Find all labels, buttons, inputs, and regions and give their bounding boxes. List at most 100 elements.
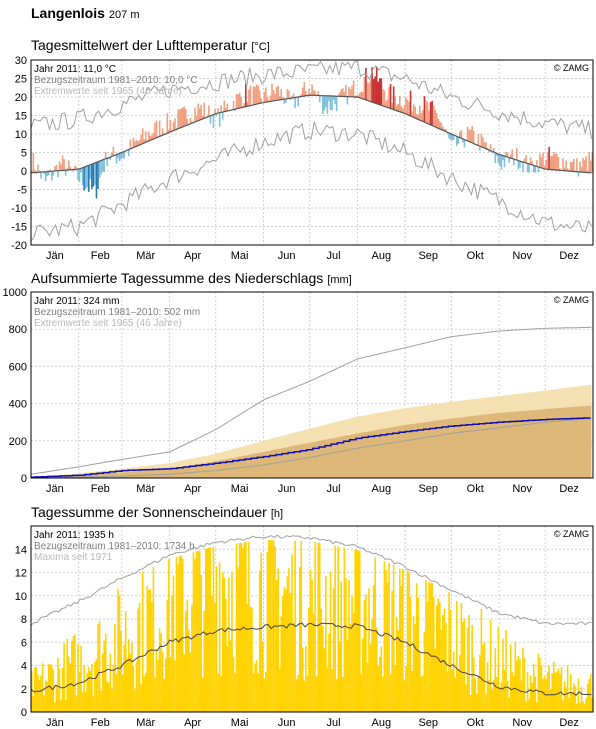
temperature-day-bar (69, 166, 72, 170)
sunshine-legend-item: Maxima seit 1971 (34, 552, 113, 563)
sunshine-month-label: Apr (184, 717, 201, 729)
sunshine-day-bar (291, 554, 293, 712)
sunshine-day-bar (241, 547, 244, 712)
sunshine-day-bar (274, 546, 276, 712)
sunshine-day-bar (489, 619, 492, 712)
temperature-day-bar (565, 160, 567, 171)
sunshine-day-bar (335, 679, 338, 712)
sunshine-day-bar (402, 568, 404, 712)
sunshine-day-bar (408, 571, 410, 712)
sunshine-day-bar (520, 680, 523, 712)
sunshine-day-bar (200, 575, 202, 712)
sunshine-day-bar (500, 682, 503, 712)
sunshine-day-bar (397, 630, 400, 712)
sunshine-day-bar (374, 557, 376, 712)
temperature-day-bar (285, 99, 287, 103)
sunshine-day-bar (480, 608, 483, 712)
temperature-day-bar (414, 106, 416, 118)
sunshine-day-bar (212, 546, 215, 712)
sunshine-day-bar (556, 671, 558, 712)
sunshine-day-bar (317, 542, 319, 712)
temperature-day-bar (212, 114, 215, 129)
temperature-day-bar (254, 87, 256, 105)
sunshine-month-label: Feb (91, 717, 110, 729)
temperature-day-bar (432, 105, 435, 126)
precipitation-copyright: © ZAMG (554, 295, 589, 305)
temperature-day-bar (148, 131, 150, 142)
temperature-ytick-label: 0 (21, 166, 27, 178)
temperature-day-bar (568, 169, 570, 171)
sunshine-day-bar (174, 660, 176, 712)
sunshine-day-bar (121, 674, 124, 712)
temperature-day-bar (54, 166, 56, 172)
temperature-day-bar (197, 103, 199, 122)
sunshine-day-bar (95, 659, 98, 712)
temperature-day-bar (512, 158, 515, 166)
sunshine-day-bar (325, 575, 327, 712)
sunshine-day-bar (540, 665, 543, 712)
station-name: Langenlois (31, 5, 105, 21)
temperature-day-bar (140, 134, 142, 145)
sunshine-day-bar (94, 661, 96, 712)
sunshine-day-bar (277, 568, 279, 712)
sunshine-maxima-line (30, 534, 592, 626)
sunshine-day-bar (137, 608, 139, 712)
temperature-day-bar (322, 95, 324, 115)
temperature-day-bar (355, 95, 358, 97)
temperature-day-bar (178, 109, 181, 129)
precipitation-month-label: Apr (184, 483, 201, 495)
sunshine-day-bar (462, 621, 464, 712)
temperature-day-bar (591, 152, 594, 173)
temperature-day-bar (189, 118, 192, 125)
temperature-day-bar (406, 99, 409, 115)
temperature-day-bar (335, 96, 338, 112)
temperature-month-label: Jun (278, 250, 296, 262)
sunshine-day-bar (588, 678, 590, 712)
temperature-chart: -20 -15 -10 -5 0 5 10 15 20 25 30 Jän Feb Mär Apr Mai Ju… (11, 55, 594, 262)
sunshine-day-bar (208, 547, 210, 712)
temperature-day-bar (497, 153, 500, 164)
sunshine-day-bar (69, 663, 72, 712)
temperature-day-bar (112, 146, 115, 157)
temperature-day-bar (480, 133, 483, 147)
sunshine-day-bar (355, 550, 358, 712)
sunshine-day-bar (346, 640, 349, 712)
temperature-day-bar (382, 88, 384, 106)
temperature-day-bar (297, 97, 299, 107)
temperature-day-bar (532, 165, 535, 173)
temperature-day-bar (576, 158, 578, 172)
temperature-day-bar (257, 85, 259, 104)
temperature-day-bar (526, 163, 529, 173)
temperature-day-bar (588, 152, 590, 173)
sunshine-day-bar (221, 572, 224, 712)
temperature-day-bar (271, 83, 273, 102)
temperature-ytick-label: 20 (15, 92, 27, 104)
sunshine-day-bar (280, 616, 283, 712)
temperature-day-bar (571, 162, 574, 172)
temperature-day-bar (412, 104, 415, 118)
temperature-day-bar (398, 95, 401, 112)
temperature-day-bar (375, 66, 378, 104)
temperature-day-bar (452, 134, 455, 140)
temperature-legend-item: Extremwerte seit 1965 (46 Jahre) (34, 86, 182, 97)
sunshine-day-bar (460, 602, 463, 712)
sunshine-day-bar (516, 660, 518, 712)
temperature-ytick-label: -20 (11, 240, 27, 252)
temperature-day-bar (394, 96, 396, 110)
sunshine-day-bar (217, 673, 219, 712)
sunshine-day-bar (322, 625, 324, 712)
precipitation-month-label: Jun (278, 483, 296, 495)
sunshine-day-bar (457, 670, 460, 712)
sunshine-day-bar (128, 639, 130, 712)
temperature-day-bar (269, 95, 272, 102)
temperature-day-bar (175, 127, 178, 130)
sunshine-day-bar (577, 678, 580, 712)
sunshine-day-bar (115, 673, 118, 712)
sunshine-day-bar (98, 620, 101, 712)
sunshine-ytick-label: 4 (21, 661, 27, 673)
sunshine-day-bar (448, 591, 450, 712)
sunshine-day-bar (466, 627, 469, 712)
temperature-day-bar (194, 107, 196, 123)
temperature-day-bar (508, 157, 510, 163)
temperature-day-bar (557, 156, 560, 171)
